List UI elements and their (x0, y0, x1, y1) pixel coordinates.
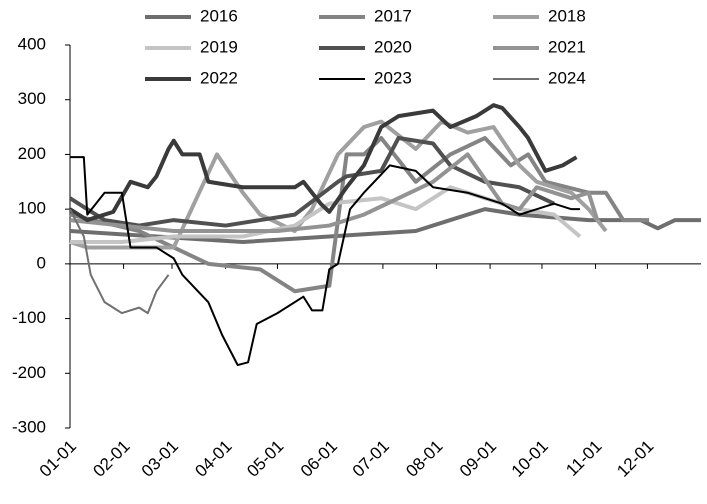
legend-label: 2017 (374, 6, 412, 25)
series-line (68, 103, 578, 223)
x-tick-label: 12-01 (613, 437, 657, 481)
legend-label: 2021 (548, 37, 586, 56)
y-tick-label: -300 (12, 417, 46, 436)
x-tick-label: 01-01 (36, 437, 80, 481)
y-tick-label: 300 (18, 89, 46, 108)
y-tick-label: 0 (37, 253, 46, 272)
series-line (70, 156, 580, 367)
legend-label: 2018 (548, 6, 586, 25)
x-tick-label: 03-01 (138, 437, 182, 481)
series-line (69, 119, 608, 250)
legend-label: 2019 (200, 37, 238, 56)
legend-label: 2022 (200, 68, 238, 87)
x-tick-label: 07-01 (349, 437, 393, 481)
series-line (69, 207, 701, 244)
y-tick-label: 100 (18, 199, 46, 218)
y-tick-label: 400 (18, 34, 46, 53)
series-line (69, 208, 170, 315)
x-tick-label: 06-01 (297, 437, 341, 481)
x-tick-label: 11-01 (562, 437, 605, 480)
y-tick-label: 200 (18, 144, 46, 163)
legend-label: 2020 (374, 37, 412, 56)
x-tick-label: 09-01 (456, 437, 500, 481)
legend-label: 2023 (374, 68, 412, 87)
legend-label: 2016 (200, 6, 238, 25)
y-tick-label: -200 (12, 363, 46, 382)
x-tick-label: 05-01 (243, 437, 287, 481)
x-tick-label: 08-01 (402, 437, 446, 481)
x-tick-label: 10-01 (508, 437, 552, 481)
x-tick-label: 04-01 (191, 437, 235, 481)
series-line (69, 152, 600, 234)
x-tick-label: 02-01 (89, 437, 133, 481)
y-tick-label: -100 (12, 308, 46, 327)
legend-label: 2024 (548, 68, 586, 87)
